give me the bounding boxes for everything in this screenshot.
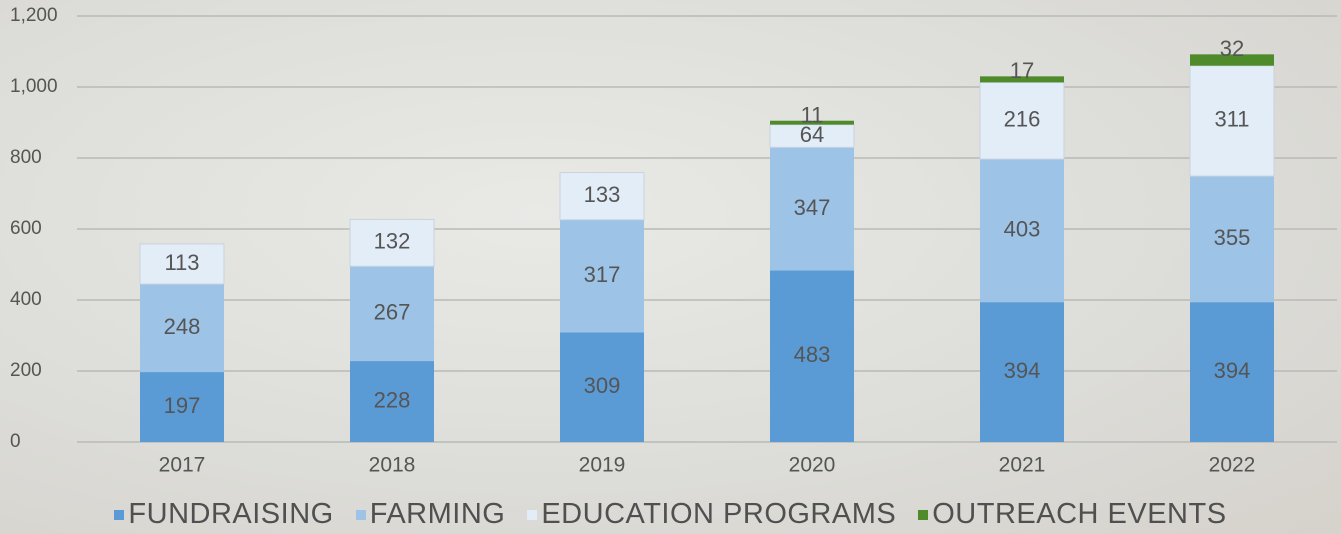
data-label: 216 — [1004, 107, 1041, 132]
data-label: 197 — [164, 393, 201, 418]
data-label: 228 — [374, 387, 411, 412]
data-label: 17 — [1010, 58, 1034, 83]
data-label: 133 — [584, 182, 621, 207]
data-label: 403 — [1004, 216, 1041, 241]
chart-page: 0 200 400 600 800 1,000 1,200 2017 197 248 113 2018… — [0, 0, 1341, 534]
legend-item: OUTREACH EVENTS — [918, 498, 1226, 531]
data-label: 309 — [584, 373, 621, 398]
data-label: 311 — [1214, 107, 1249, 132]
data-label: 394 — [1214, 358, 1251, 383]
legend-label: FUNDRAISING — [128, 498, 333, 531]
y-tick-label: 1,200 — [10, 5, 58, 26]
legend-label: EDUCATION PROGRAMS — [541, 498, 896, 531]
legend-label: OUTREACH EVENTS — [932, 498, 1226, 531]
x-tick-label: 2019 — [579, 454, 626, 477]
legend: FUNDRAISING FARMING EDUCATION PROGRAMS OUTR… — [0, 498, 1341, 531]
data-label: 113 — [164, 250, 199, 275]
data-label: 32 — [1220, 36, 1244, 61]
data-label: 267 — [374, 299, 411, 324]
legend-label: FARMING — [370, 498, 506, 531]
chart: 0 200 400 600 800 1,000 1,200 2017 197 248 113 2018… — [0, 0, 1341, 534]
data-label: 317 — [584, 262, 621, 287]
data-label: 132 — [374, 229, 411, 254]
legend-swatch — [356, 510, 366, 520]
data-label: 248 — [164, 314, 201, 339]
data-label: 347 — [794, 195, 831, 220]
data-label: 483 — [794, 342, 831, 367]
legend-swatch — [114, 510, 124, 520]
y-tick-label: 1,000 — [10, 76, 58, 97]
legend-item: FARMING — [356, 498, 506, 531]
y-tick-label: 600 — [10, 218, 42, 239]
y-tick-label: 200 — [10, 360, 42, 381]
x-tick-label: 2022 — [1209, 454, 1256, 477]
data-label: 355 — [1214, 225, 1251, 250]
legend-swatch — [527, 510, 537, 520]
x-tick-label: 2021 — [999, 454, 1046, 477]
legend-swatch — [918, 510, 928, 520]
x-tick-label: 2017 — [159, 454, 206, 477]
y-tick-label: 0 — [10, 431, 21, 452]
y-tick-label: 800 — [10, 147, 42, 168]
x-tick-label: 2018 — [369, 454, 416, 477]
data-label: 394 — [1004, 358, 1041, 383]
y-tick-label: 400 — [10, 289, 42, 310]
legend-item: EDUCATION PROGRAMS — [527, 498, 896, 531]
x-tick-label: 2020 — [789, 454, 836, 477]
data-label: 11 — [801, 103, 824, 128]
legend-item: FUNDRAISING — [114, 498, 333, 531]
